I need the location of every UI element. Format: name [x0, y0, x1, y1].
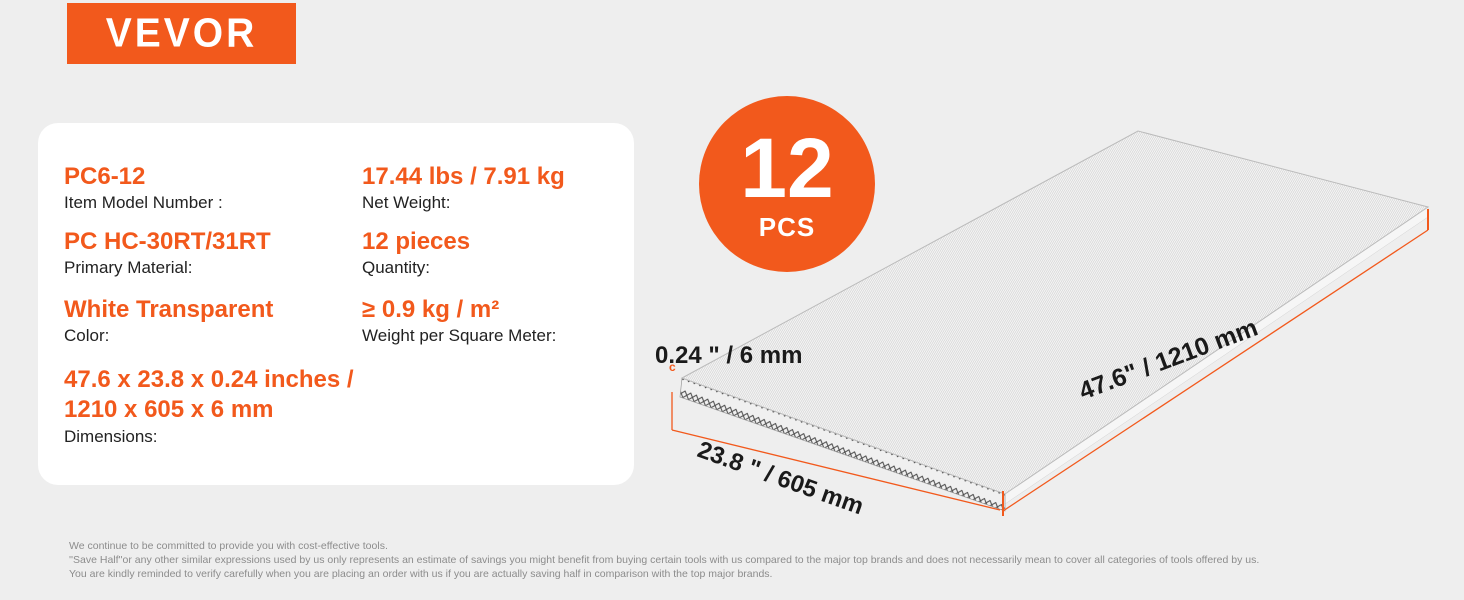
svg-text:0.24 " / 6 mm: 0.24 " / 6 mm [655, 342, 802, 369]
